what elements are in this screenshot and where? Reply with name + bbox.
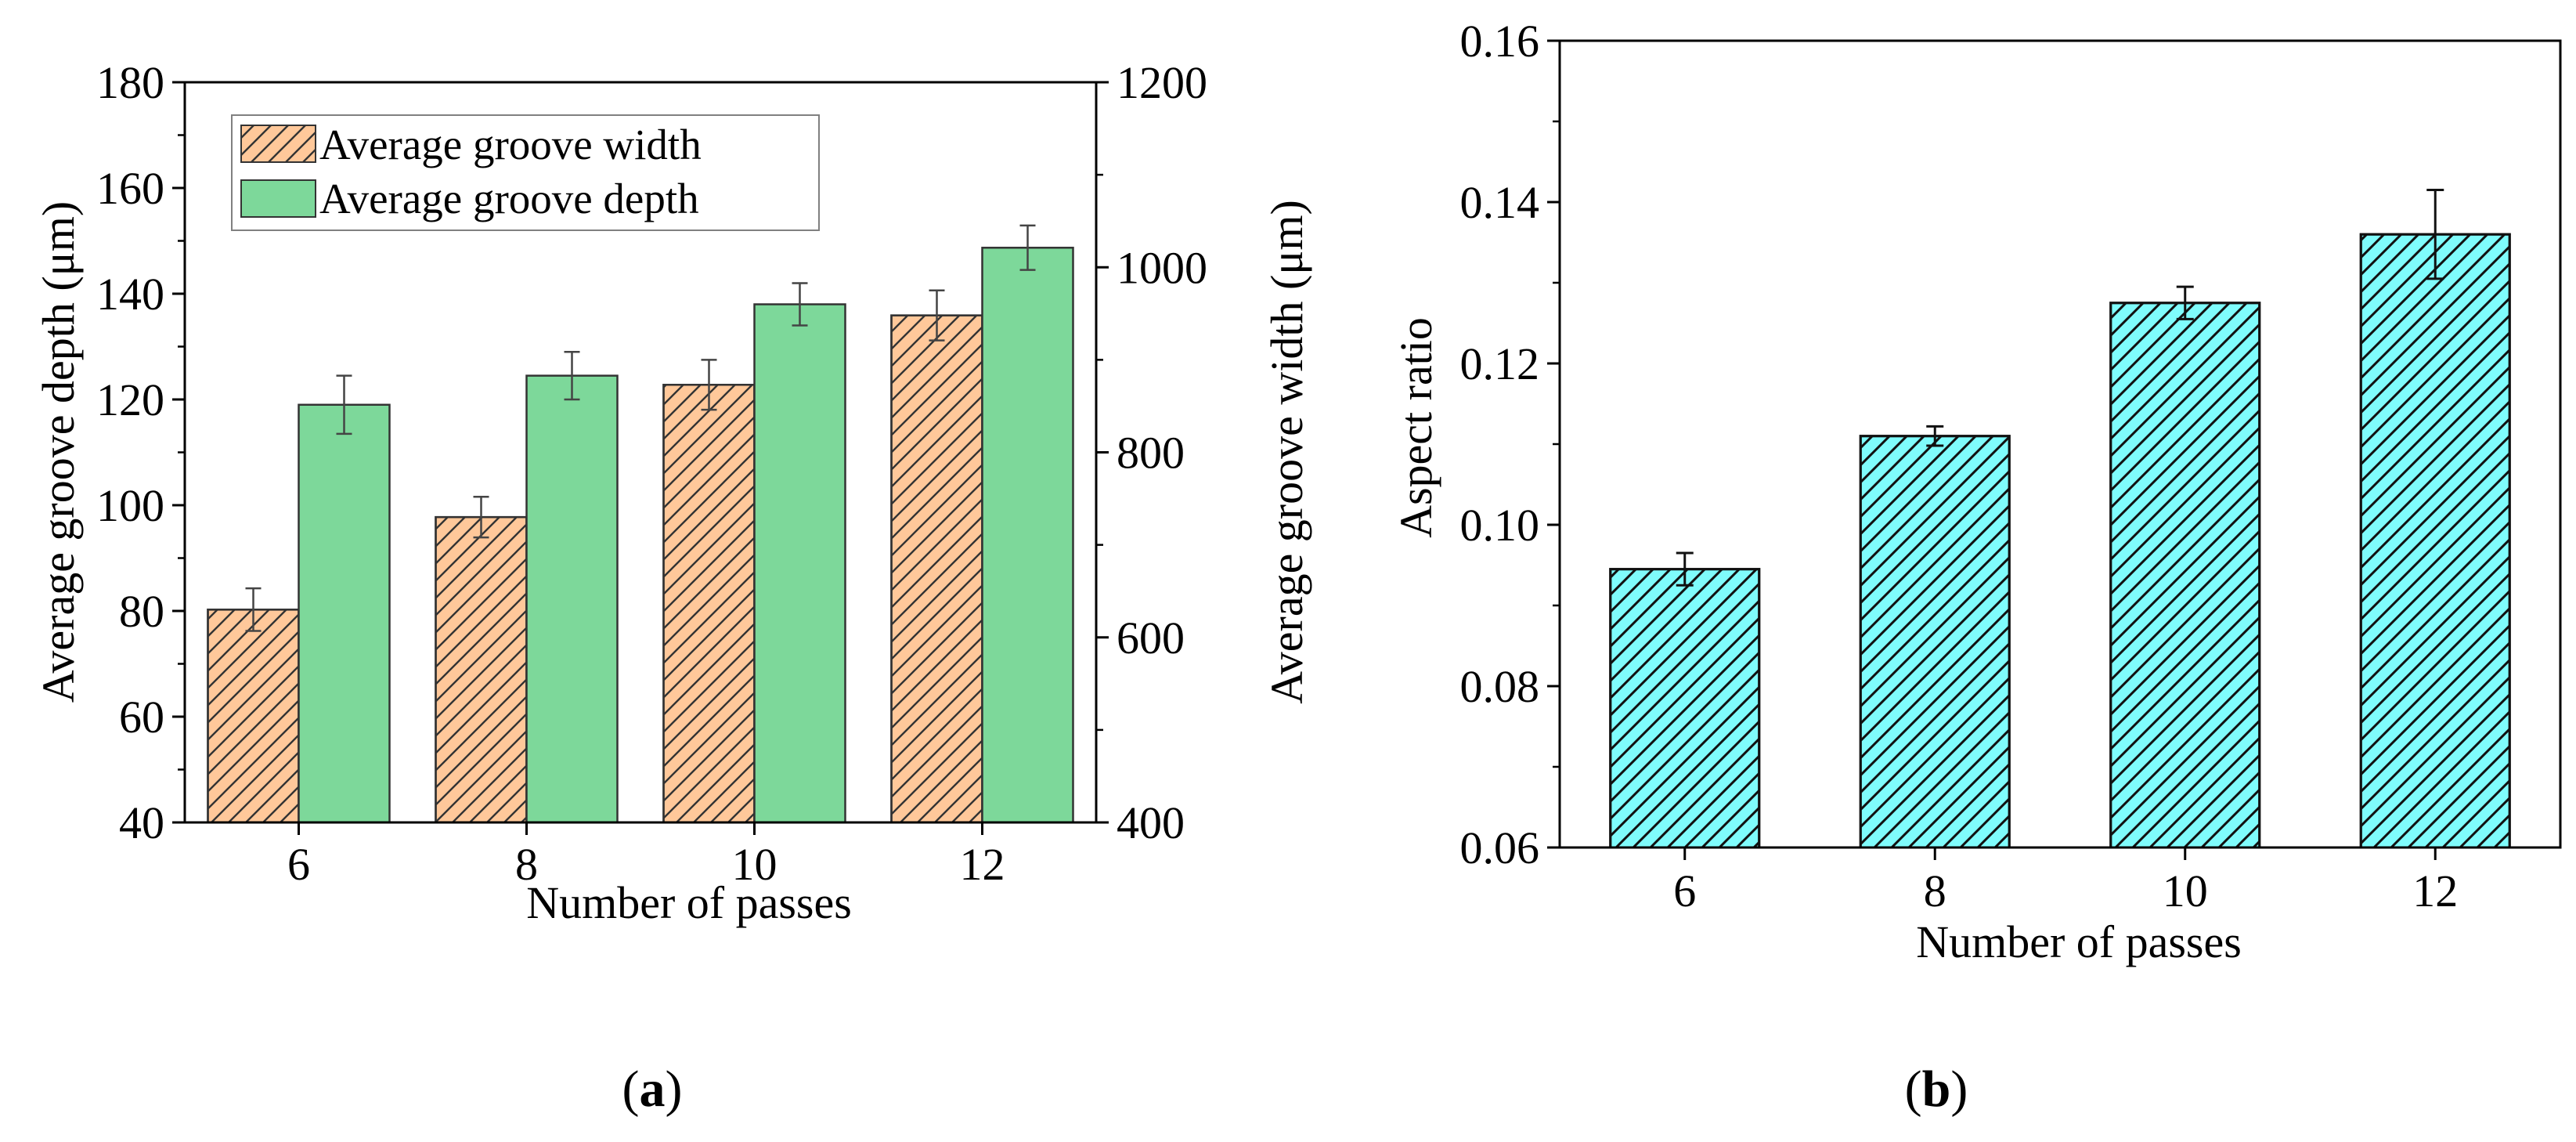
- y-axis-title-left: Average groove depth (μm): [33, 201, 84, 703]
- bars-group: [207, 247, 1074, 824]
- error-bars-group: [1676, 189, 2444, 587]
- y-tick-label-right: 1200: [1117, 57, 1207, 108]
- panel-label-a: (a): [622, 1061, 683, 1118]
- legend-swatch-width-hatch: [240, 125, 316, 163]
- y-tick-label-left: 100: [96, 480, 164, 531]
- x-tick-label: 8: [1924, 866, 1946, 916]
- x-tick-label: 8: [515, 839, 538, 890]
- bar-depth: [981, 247, 1074, 824]
- bar-aspect-ratio-hatch: [1609, 568, 1761, 849]
- y-tick-label-left: 160: [96, 163, 164, 214]
- bar-depth: [525, 374, 619, 824]
- axes-group: 6 8 10 12 0.06 0.08 0.10 0.12 0.14 0.16: [1460, 16, 2562, 916]
- legend-swatch-depth: [240, 179, 316, 218]
- x-tick-label: 12: [960, 839, 1005, 890]
- chart-panel-b: 6 8 10 12 0.06 0.08 0.10 0.12 0.14 0.16 Number of…: [1391, 16, 2562, 967]
- y-tick-label: 0.06: [1460, 822, 1540, 873]
- bar-width-hatch: [207, 609, 300, 824]
- y-tick-label-left: 180: [96, 57, 164, 108]
- bar-depth: [298, 403, 391, 824]
- x-tick-label: 12: [2412, 866, 2458, 916]
- y-tick-label-left: 140: [96, 269, 164, 320]
- bar-width-hatch: [890, 314, 983, 824]
- y-tick-label-left: 120: [96, 374, 164, 425]
- legend-label-depth: Average groove depth: [319, 175, 699, 222]
- y-tick-label-left: 80: [119, 586, 164, 637]
- legend-label-width: Average groove width: [319, 121, 702, 168]
- chart-panel-a: 6 8 10 12 40 60 80 100 120 140 160 180 400 600 800 1000…: [33, 57, 1312, 928]
- y-axis-title: Aspect ratio: [1391, 317, 1441, 538]
- error-bars-group: [245, 224, 1036, 632]
- bar-aspect-ratio-hatch: [1859, 435, 2011, 849]
- x-tick-label: 6: [287, 839, 310, 890]
- axes-group: 6 8 10 12 40 60 80 100 120 140 160 180 400 600 800 1000…: [96, 57, 1207, 890]
- legend: Average groove width Average groove dept…: [231, 114, 820, 231]
- x-tick-label: 10: [2163, 866, 2208, 916]
- legend-box: [231, 114, 820, 231]
- bar-aspect-ratio-hatch: [2359, 233, 2511, 849]
- panel-label-b: (b): [1905, 1061, 1968, 1118]
- x-tick-label: 10: [732, 839, 777, 890]
- x-axis-title: Number of passes: [1916, 916, 2242, 967]
- x-axis-title: Number of passes: [526, 877, 852, 928]
- bars-group: [1609, 233, 2511, 849]
- y-tick-label: 0.14: [1460, 177, 1540, 228]
- y-tick-label-left: 60: [119, 692, 164, 743]
- y-tick-label-right: 800: [1117, 428, 1185, 479]
- bar-aspect-ratio-hatch: [2109, 302, 2261, 849]
- y-tick-label: 0.10: [1460, 500, 1540, 551]
- y-tick-label-left: 40: [119, 797, 164, 848]
- bar-width-hatch: [435, 515, 528, 824]
- y-axis-title-right: Average groove width (μm): [1261, 200, 1312, 704]
- y-tick-label: 0.12: [1460, 338, 1540, 389]
- y-tick-label-right: 400: [1117, 797, 1185, 848]
- y-tick-label: 0.08: [1460, 661, 1540, 712]
- y-tick-label-right: 600: [1117, 613, 1185, 663]
- bar-width-hatch: [662, 384, 756, 824]
- x-tick-label: 6: [1673, 866, 1696, 916]
- y-tick-label: 0.16: [1460, 16, 1540, 67]
- bar-depth: [753, 303, 846, 824]
- y-tick-label-right: 1000: [1117, 242, 1207, 293]
